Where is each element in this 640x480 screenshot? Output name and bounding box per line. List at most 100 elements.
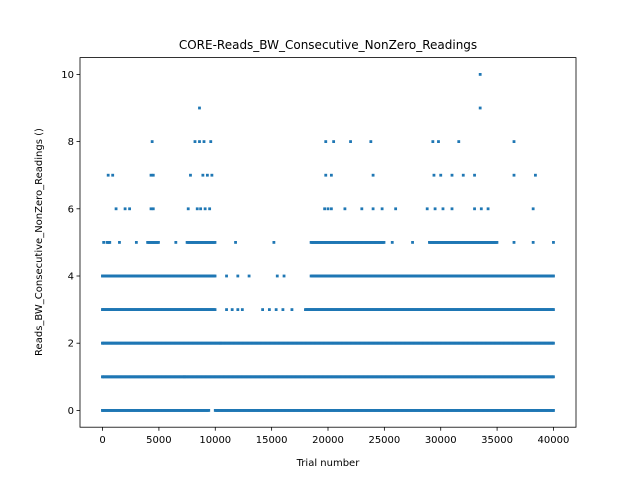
y-tick-label: 4: [68, 272, 74, 283]
data-point: [114, 207, 118, 211]
data-point: [108, 241, 112, 244]
data-point: [134, 241, 138, 244]
data-point: [371, 173, 375, 177]
data-point: [552, 308, 555, 311]
data-point: [382, 241, 386, 244]
data-point: [512, 140, 516, 143]
data-point: [332, 140, 336, 143]
data-point: [149, 173, 153, 177]
data-point: [512, 173, 516, 177]
data-point: [380, 207, 384, 211]
data-point: [329, 173, 333, 177]
plot-frame: [79, 57, 577, 428]
data-point: [240, 308, 244, 311]
data-point: [457, 140, 461, 143]
y-tick-label: 6: [68, 204, 74, 215]
data-point: [478, 73, 482, 76]
data-point: [209, 140, 213, 143]
data-point: [201, 173, 205, 177]
data-point: [101, 409, 104, 412]
data-point: [149, 207, 153, 211]
data-point: [189, 173, 192, 177]
data-point: [326, 207, 330, 211]
data-point: [213, 241, 217, 244]
data-point: [247, 274, 251, 278]
data-point: [261, 308, 265, 311]
data-point: [101, 274, 104, 278]
data-point: [111, 173, 115, 177]
data-point: [213, 308, 217, 311]
data-point: [236, 274, 240, 278]
data-point: [411, 241, 414, 244]
data-point: [198, 140, 201, 143]
data-point: [437, 140, 440, 143]
data-point: [274, 308, 278, 311]
data-point: [102, 241, 106, 244]
data-point: [193, 140, 197, 143]
data-point: [195, 207, 199, 211]
data-point: [478, 106, 482, 110]
y-tick-label: 2: [68, 339, 74, 350]
data-point: [432, 173, 436, 177]
data-point: [123, 207, 127, 211]
data-point: [205, 173, 209, 177]
data-point: [552, 409, 555, 412]
data-point: [323, 207, 327, 211]
data-point: [394, 207, 398, 211]
data-point: [349, 140, 352, 143]
y-tick-label: 8: [68, 137, 74, 148]
x-tick-label: 10000: [199, 435, 231, 446]
data-point: [439, 173, 443, 177]
data-point: [106, 173, 110, 177]
data-point: [479, 207, 483, 211]
data-point: [101, 375, 104, 379]
data-point: [267, 308, 271, 311]
data-point: [360, 207, 364, 211]
data-point: [157, 241, 160, 244]
data-point: [186, 207, 190, 211]
data-point: [199, 207, 203, 211]
data-point: [461, 173, 465, 177]
x-tick-label: 5000: [146, 435, 171, 446]
data-point: [236, 308, 240, 311]
chart-title: CORE-Reads_BW_Consecutive_NonZero_Readin…: [179, 38, 477, 52]
data-point: [151, 207, 155, 211]
data-point: [203, 207, 207, 211]
data-point: [234, 241, 237, 244]
data-point: [290, 308, 294, 311]
data-point: [425, 207, 429, 211]
data-point: [198, 106, 201, 110]
y-tick-label: 0: [68, 406, 74, 417]
data-point: [324, 140, 328, 143]
x-axis-label: Trial number: [296, 458, 361, 469]
data-point: [150, 140, 154, 143]
data-point: [324, 173, 328, 177]
data-point: [202, 140, 206, 143]
data-point: [531, 241, 535, 244]
x-tick-label: 30000: [425, 435, 457, 446]
data-point: [534, 173, 537, 177]
data-point: [552, 241, 555, 244]
data-point: [225, 308, 228, 311]
x-tick-label: 25000: [368, 435, 400, 446]
data-point: [495, 241, 499, 244]
y-axis-ticks: 0 2 4 6 8 10: [61, 70, 80, 417]
data-point: [473, 207, 476, 211]
data-point: [101, 341, 104, 345]
data-point: [272, 241, 276, 244]
data-point: [225, 274, 228, 278]
x-tick-label: 40000: [538, 435, 570, 446]
points-layer: [101, 73, 555, 412]
data-point: [512, 241, 516, 244]
data-point: [441, 207, 445, 211]
x-tick-label: 0: [99, 435, 105, 446]
data-point: [213, 274, 217, 278]
data-point: [450, 173, 454, 177]
data-point: [174, 241, 178, 244]
data-point: [552, 375, 555, 379]
data-point: [207, 409, 211, 412]
data-point: [128, 207, 131, 211]
data-point: [275, 274, 279, 278]
